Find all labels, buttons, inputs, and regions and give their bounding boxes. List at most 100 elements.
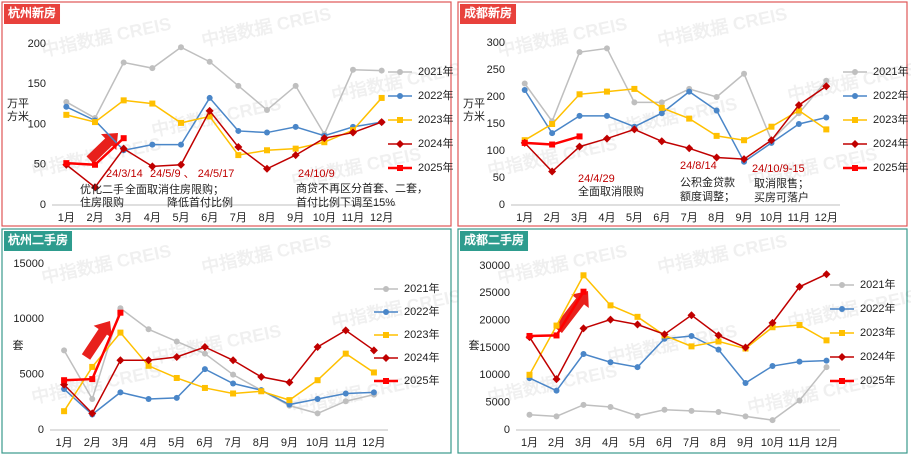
legend-marker (838, 353, 846, 361)
data-point (230, 371, 237, 378)
legend-marker (839, 378, 845, 384)
x-tick-label: 12月 (362, 437, 385, 449)
y-tick-label: 200 (28, 38, 46, 50)
data-point (661, 406, 668, 413)
data-point (117, 309, 124, 316)
data-point (633, 320, 642, 329)
legend-marker (851, 140, 859, 148)
annotation-text: 首付比例下调至15% (296, 195, 395, 209)
legend-marker (397, 69, 403, 75)
series-line (65, 109, 382, 189)
data-point (658, 110, 665, 117)
data-point (235, 152, 242, 159)
x-tick-label: 3月 (571, 212, 588, 224)
data-point (206, 94, 213, 101)
data-point (603, 88, 610, 95)
legend-marker (852, 165, 858, 171)
x-tick-label: 9月 (737, 437, 754, 449)
legend-marker (839, 306, 845, 312)
legend-marker (397, 165, 403, 171)
data-point (549, 130, 556, 137)
data-point (61, 408, 68, 415)
annotation-date: 24/8/14 (680, 160, 717, 172)
x-tick-label: 4月 (140, 437, 157, 449)
data-point (350, 66, 356, 73)
data-point (89, 376, 96, 383)
data-point (349, 128, 357, 137)
legend-label: 2022年 (873, 88, 908, 102)
data-point (795, 121, 802, 127)
data-point (378, 94, 385, 101)
data-point (234, 143, 243, 152)
data-point (631, 85, 638, 92)
x-tick-label: 1月 (521, 437, 538, 449)
annotation-date: 24/4/29 (578, 173, 615, 185)
data-point (526, 332, 533, 339)
data-point (688, 332, 695, 339)
x-tick-label: 8月 (708, 212, 725, 224)
data-point (823, 337, 830, 344)
legend-label: 2022年 (418, 88, 453, 102)
series-line (63, 329, 375, 415)
data-point (715, 338, 722, 345)
data-point (553, 322, 560, 329)
data-point (769, 417, 776, 424)
data-point (60, 380, 69, 389)
x-tick-label: 10月 (313, 212, 336, 224)
data-point (634, 412, 641, 419)
legend-marker (397, 93, 403, 99)
data-point (313, 343, 322, 351)
x-tick-label: 9月 (735, 212, 752, 224)
series-line (529, 335, 827, 392)
legend-label: 2022年 (860, 301, 895, 315)
legend-label: 2023年 (418, 112, 453, 126)
x-tick-label: 5月 (626, 212, 643, 224)
legend-label: 2021年 (404, 281, 439, 295)
y-tick-label: 5000 (20, 369, 44, 381)
x-tick-label: 12月 (815, 437, 838, 449)
y-tick-label: 15000 (13, 258, 44, 270)
legend-marker (852, 117, 858, 123)
data-point (688, 407, 695, 414)
data-point (120, 59, 127, 66)
x-tick-label: 5月 (172, 212, 189, 224)
data-point (796, 358, 803, 365)
data-point (575, 142, 584, 151)
y-axis-label-box: 万平方米 (463, 97, 485, 123)
annotation-text: 降低首付比例 (167, 195, 233, 209)
data-point (713, 107, 720, 114)
data-point (263, 164, 271, 173)
data-point (117, 389, 124, 396)
data-point (769, 363, 776, 370)
data-point (369, 346, 378, 355)
legend-label: 2022年 (404, 304, 439, 318)
panel-border (1, 1, 452, 227)
data-point (741, 343, 750, 352)
data-point (206, 58, 213, 65)
data-point (607, 359, 614, 366)
data-point (579, 324, 588, 333)
data-point (713, 132, 720, 139)
data-point (145, 396, 152, 403)
data-point (795, 107, 802, 114)
y-tick-label: 30000 (479, 260, 510, 272)
annotation-text: 全面取消限购 (578, 184, 644, 198)
legend-marker (852, 93, 858, 99)
data-point (607, 404, 614, 411)
data-point (740, 155, 749, 164)
legend-label: 2024年 (404, 350, 439, 364)
data-point (342, 350, 349, 357)
x-tick-label: 9月 (281, 437, 298, 449)
data-point (258, 388, 265, 395)
x-tick-label: 6月 (656, 437, 673, 449)
data-point (823, 126, 830, 133)
data-point (795, 282, 804, 291)
data-point (230, 380, 237, 387)
data-point (630, 125, 639, 134)
data-point (264, 147, 270, 154)
data-point (177, 160, 185, 169)
data-point (657, 137, 666, 146)
data-point (576, 112, 583, 119)
